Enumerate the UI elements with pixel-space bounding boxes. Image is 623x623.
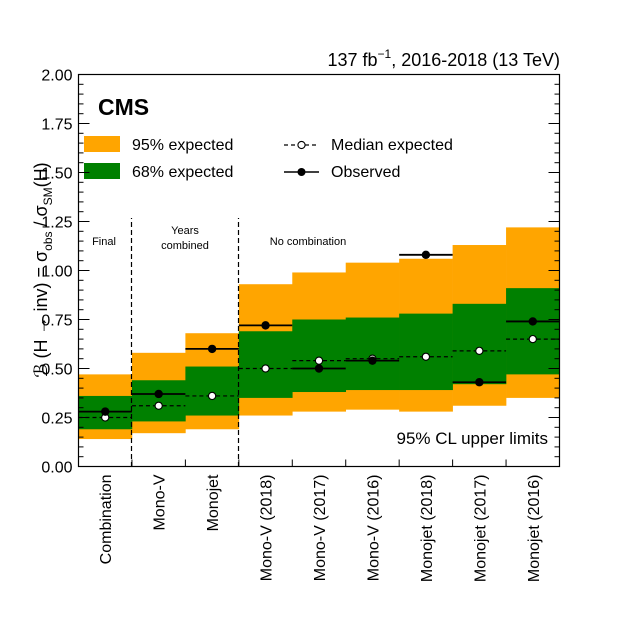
- legend-label-68: 68% expected: [132, 164, 233, 181]
- section-label-final: Final: [92, 236, 116, 248]
- plot-frame: [77, 73, 561, 468]
- x-tick-label: Combination: [98, 475, 115, 565]
- x-tick-label: Mono-V: [152, 474, 169, 530]
- observed-marker: [207, 344, 217, 354]
- x-tick-label: Mono-V (2017): [312, 475, 329, 582]
- legend-label-median: Median expected: [331, 137, 453, 154]
- lumi-label: 137 fb−1, 2016-2018 (13 TeV): [327, 47, 560, 70]
- x-tick-label: Monojet (2016): [526, 475, 543, 583]
- median-marker: [207, 391, 217, 401]
- observed-marker: [261, 321, 270, 330]
- observed-marker: [475, 378, 484, 387]
- observed-marker: [421, 250, 431, 260]
- cl-annotation: 95% CL upper limits: [397, 429, 549, 448]
- median-marker: [528, 334, 537, 344]
- x-tick-label: Mono-V (2018): [259, 475, 276, 582]
- section-label-years-line1: Years: [171, 225, 199, 237]
- legend-observed-marker: [297, 168, 306, 176]
- cms-label: CMS: [98, 94, 149, 120]
- observed-group: [78, 250, 560, 416]
- y-tick-label: 1.25: [41, 215, 72, 232]
- legend-swatch-95: [84, 136, 120, 152]
- x-tick-label: Monojet (2018): [419, 475, 436, 583]
- x-tick-label: Monojet: [205, 474, 222, 531]
- observed-marker: [314, 364, 324, 373]
- median-marker: [475, 346, 484, 356]
- observed-marker: [154, 389, 163, 399]
- band-68-bar: [399, 313, 453, 391]
- band-68-bar: [131, 380, 186, 422]
- legend-label-observed: Observed: [331, 164, 400, 181]
- y-tick-label: 0.25: [41, 411, 72, 428]
- median-marker: [261, 364, 270, 373]
- band-68-bar: [292, 319, 347, 393]
- median-marker: [421, 352, 431, 361]
- bands-68-group: [78, 288, 560, 430]
- y-tick-label: 1.75: [41, 117, 72, 134]
- y-tick-label: 2.00: [41, 68, 72, 85]
- y-axis-label: ℬ (H → inv) = σobs / σSM(H): [31, 162, 55, 377]
- legend-swatch-68: [84, 163, 120, 179]
- x-tick-label: Mono-V (2016): [365, 475, 382, 582]
- band-68-bar: [506, 288, 560, 375]
- median-marker: [314, 356, 324, 365]
- x-ticks-group: Combination Mono-V Monojet Mono-V (2018) Mon…: [78, 459, 560, 583]
- band-68-bar: [345, 317, 400, 391]
- observed-marker: [528, 317, 537, 326]
- median-marker: [154, 401, 163, 410]
- band-68-bar: [452, 303, 507, 385]
- y-tick-label: 0.00: [41, 460, 72, 477]
- y-tick-label: 0.50: [41, 362, 72, 379]
- y-tick-label: 1.00: [41, 264, 72, 281]
- section-label-years-line2: combined: [161, 240, 209, 252]
- x-tick-label: Monojet (2017): [472, 475, 489, 583]
- y-tick-label: 1.50: [41, 166, 72, 183]
- y-tick-label: 0.75: [41, 313, 72, 330]
- observed-marker: [101, 407, 110, 416]
- band-68-bar: [185, 366, 240, 416]
- section-label-no-combination: No combination: [270, 236, 346, 248]
- legend-label-95: 95% expected: [132, 137, 233, 154]
- legend-median-marker: [297, 140, 306, 150]
- observed-marker: [368, 356, 377, 365]
